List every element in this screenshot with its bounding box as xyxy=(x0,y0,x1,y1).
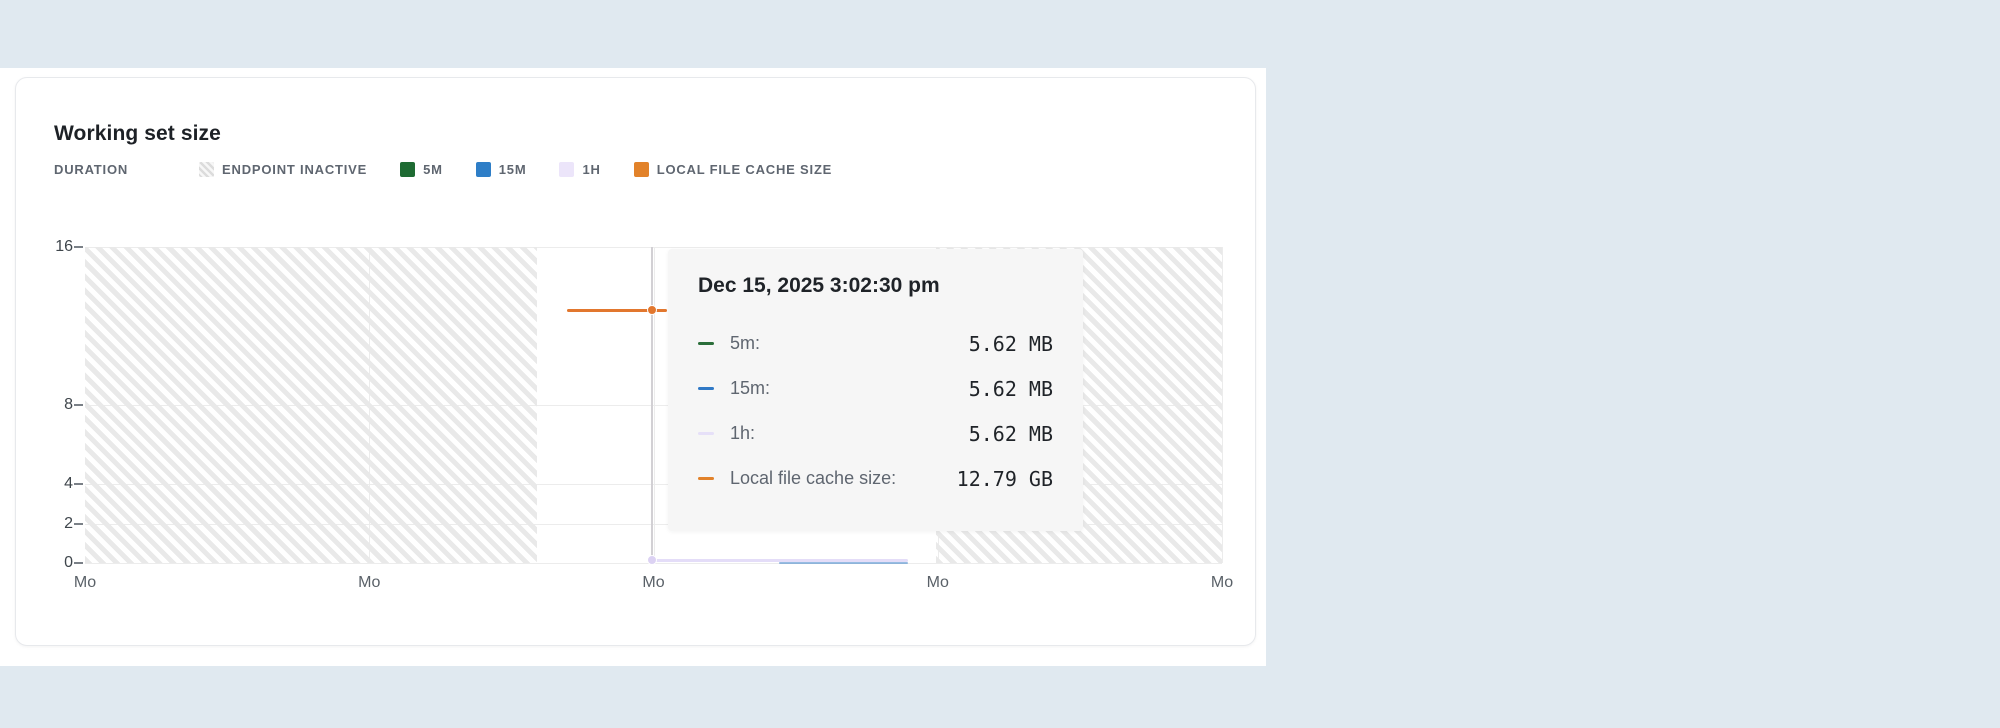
tooltip-series-dash-1h xyxy=(698,431,714,436)
legend-item-label: ENDPOINT INACTIVE xyxy=(222,161,368,177)
content-panel: Working set size DURATION ENDPOINT INACT… xyxy=(0,68,1266,666)
y-axis-tick xyxy=(74,522,83,525)
legend-item-local-file-cache-size[interactable]: LOCAL FILE CACHE SIZE xyxy=(633,161,833,177)
legend-item-endpoint-inactive[interactable]: ENDPOINT INACTIVE xyxy=(199,161,368,177)
y-axis-tick xyxy=(74,483,83,485)
inactive-region-hatch-0 xyxy=(85,247,537,563)
working-set-size-card: Working set size DURATION ENDPOINT INACT… xyxy=(15,77,1256,646)
x-axis-label-1: Mo xyxy=(358,574,381,591)
gridline-x-2 xyxy=(653,247,655,563)
tooltip-series-label: 1h: xyxy=(730,423,756,443)
x-axis-label-4: Mo xyxy=(1210,574,1234,591)
tooltip-rows: 5m: 5.62 MB 15m: 5.62 MB 1h: 5.62 MB Local fil… xyxy=(698,321,1053,501)
tooltip-series-value: 5.62 MB xyxy=(968,376,1053,401)
tooltip-series-label: 15m: xyxy=(730,378,771,398)
legend-swatch-15m xyxy=(475,161,491,177)
series-point-1h xyxy=(647,555,658,566)
x-axis-label-0: Mo xyxy=(73,574,97,591)
series-line-1h xyxy=(650,559,908,562)
legend-swatch-local-file-cache-size xyxy=(633,161,649,177)
series-point-local-file-cache-size xyxy=(647,305,658,316)
legend-swatch-1h xyxy=(559,161,575,177)
y-axis-tick xyxy=(74,404,83,406)
x-axis-label-2: Mo xyxy=(642,574,665,591)
legend-item-label: 5M xyxy=(423,161,443,177)
series-line-local-file-cache-size xyxy=(567,309,668,312)
card-title: Working set size xyxy=(54,122,221,145)
tooltip-series-value: 5.62 MB xyxy=(968,331,1053,356)
tooltip-series-dash-local-file-cache-size xyxy=(698,476,714,481)
tooltip-row-1h: 1h: 5.62 MB xyxy=(698,411,1053,456)
series-line-15m xyxy=(779,561,908,565)
legend-item-5m[interactable]: 5M xyxy=(400,161,443,177)
x-axis-label-3: Mo xyxy=(926,574,949,591)
y-axis-tick xyxy=(74,246,83,248)
tooltip-series-value: 5.62 MB xyxy=(968,421,1053,446)
tooltip-title: Dec 15, 2025 3:02:30 pm xyxy=(698,274,940,297)
tooltip-row-5m: 5m: 5.62 MB xyxy=(698,321,1053,366)
gridline-x-4 xyxy=(1222,247,1223,563)
tooltip-series-dash-5m xyxy=(698,341,714,346)
y-axis-label-8: 8 xyxy=(64,396,73,413)
tooltip-series-label: Local file cache size: xyxy=(730,468,897,488)
y-axis-tick xyxy=(74,562,83,564)
legend-item-15m[interactable]: 15M xyxy=(475,161,527,177)
tooltip-row-local-file-cache-size: Local file cache size: 12.79 GB xyxy=(698,456,1053,501)
legend-duration-label: DURATION xyxy=(54,161,129,177)
crosshair-line xyxy=(651,247,654,563)
y-axis-label-4: 4 xyxy=(64,475,73,492)
legend-item-label: 15M xyxy=(498,161,527,177)
y-axis-label-2: 2 xyxy=(64,514,73,532)
y-axis-label-0: 0 xyxy=(64,554,73,571)
tooltip-series-label: 5m: xyxy=(730,333,761,353)
y-axis-label-16: 16 xyxy=(55,238,73,255)
legend-item-label: 1H xyxy=(582,161,601,177)
tooltip-row-15m: 15m: 5.62 MB xyxy=(698,366,1053,411)
legend-item-label: LOCAL FILE CACHE SIZE xyxy=(656,161,833,177)
chart-legend: DURATION ENDPOINT INACTIVE 5M 15M 1H LOCAL F… xyxy=(54,160,832,178)
chart-tooltip: Dec 15, 2025 3:02:30 pm 5m: 5.62 MB 15m: 5.… xyxy=(668,249,1083,531)
legend-item-1h[interactable]: 1H xyxy=(559,161,601,177)
legend-swatch-endpoint-inactive xyxy=(199,161,215,177)
tooltip-series-value: 12.79 GB xyxy=(956,466,1053,491)
tooltip-series-dash-15m xyxy=(698,386,714,391)
legend-swatch-5m xyxy=(400,161,416,177)
